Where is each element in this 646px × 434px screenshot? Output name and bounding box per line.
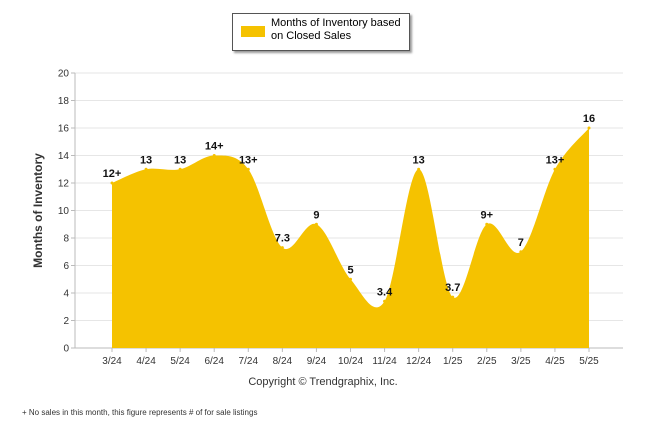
y-tick-label: 20 [58,69,70,80]
data-label: 13 [413,154,425,166]
x-tick-label: 5/25 [579,356,599,367]
legend: Months of Inventory based on Closed Sale… [232,13,410,51]
data-label: 3.7 [445,282,460,294]
copyright-text: Copyright © Trendgraphix, Inc. [248,376,398,388]
x-tick-label: 3/24 [102,356,122,367]
data-label: 13+ [239,154,258,166]
legend-label: Months of Inventory based on Closed Sale… [271,17,401,42]
y-tick-label: 12 [58,179,70,190]
data-label: 12+ [103,168,122,180]
data-point [485,222,489,226]
series-area [112,128,589,348]
data-point [553,167,557,171]
y-tick-label: 18 [58,96,70,107]
legend-swatch [241,26,265,37]
data-point [178,167,182,171]
data-label: 13 [174,154,186,166]
x-tick-label: 9/24 [307,356,327,367]
y-tick-label: 0 [63,344,69,355]
data-point [587,126,591,130]
y-tick-label: 2 [63,316,69,327]
x-tick-label: 6/24 [204,356,224,367]
data-point [144,167,148,171]
y-tick-label: 14 [58,151,70,162]
x-tick-label: 1/25 [443,356,463,367]
data-point [246,167,250,171]
x-tick-label: 4/25 [545,356,565,367]
data-label: 7 [518,237,524,249]
data-label: 9+ [481,209,494,221]
data-point [417,167,421,171]
data-point [349,277,352,281]
data-point [383,299,387,303]
x-tick-label: 2/25 [477,356,497,367]
y-tick-label: 10 [58,206,70,217]
data-label: 9 [313,209,319,221]
data-point [212,154,216,157]
data-label: 13 [140,154,152,166]
data-point [314,222,318,226]
data-label: 7.3 [275,233,290,245]
data-label: 16 [583,113,595,125]
data-point [110,181,114,185]
x-tick-label: 8/24 [273,356,293,367]
x-tick-label: 3/25 [511,356,531,367]
data-point [451,295,455,299]
y-axis-label: Months of Inventory [31,153,45,268]
x-tick-label: 10/24 [338,356,363,367]
data-label: 13+ [546,154,565,166]
x-tick-label: 11/24 [372,356,397,367]
data-point [280,246,284,250]
y-tick-label: 16 [58,124,70,135]
x-tick-label: 7/24 [239,356,259,367]
x-tick-label: 12/24 [406,356,431,367]
y-tick-label: 8 [63,234,69,245]
y-tick-label: 6 [63,261,69,272]
footnote-text: + No sales in this month, this figure re… [22,408,258,417]
data-label: 3.4 [377,286,393,298]
data-label: 14+ [205,141,224,153]
data-point [519,250,523,254]
y-tick-label: 4 [63,289,69,300]
data-label: 5 [347,264,353,276]
x-tick-label: 5/24 [170,356,190,367]
x-tick-label: 4/24 [136,356,156,367]
